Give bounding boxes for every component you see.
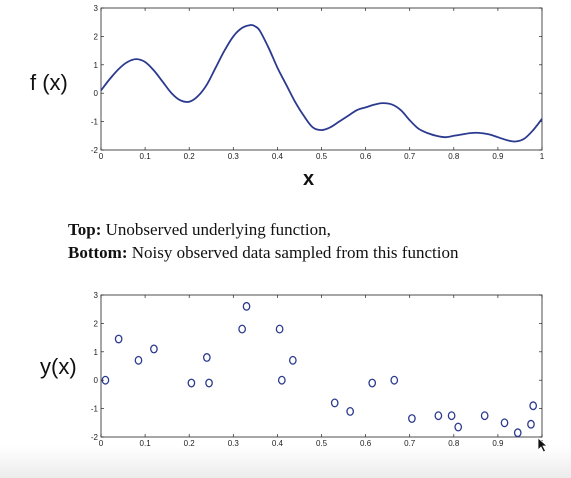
top-chart-y-tick-label: 1	[94, 61, 99, 70]
top-chart-plot-frame	[100, 7, 543, 151]
bottom-chart-data-point	[480, 411, 489, 421]
top-chart-x-tick-label: 0.5	[316, 152, 328, 161]
top-chart-y-tick-label: 0	[94, 89, 99, 98]
caption-line-2: Bottom: Noisy observed data sampled from…	[68, 241, 458, 264]
caption-line-1: Top: Unobserved underlying function,	[68, 218, 458, 241]
bottom-chart-plot-frame	[100, 294, 543, 438]
bottom-chart-y-tick-label: 3	[94, 291, 99, 300]
bottom-chart-data-point	[275, 324, 284, 334]
bottom-chart-x-tick-label: 0.6	[360, 439, 372, 448]
top-chart-x-tick-label: 0.3	[228, 152, 240, 161]
figure-caption: Top: Unobserved underlying function, Bot…	[68, 218, 458, 264]
bottom-chart-data-point	[187, 378, 196, 388]
bottom-chart-data-point	[330, 398, 339, 408]
bottom-chart-y-tick-label: -2	[91, 433, 99, 442]
bottom-chart-data-point	[529, 401, 538, 411]
top-chart-x-tick-label: 0.7	[404, 152, 416, 161]
mouse-pointer-icon	[537, 437, 549, 453]
bottom-chart-y-tick-label: -1	[91, 405, 99, 414]
bottom-chart-x-tick-label: 0.3	[228, 439, 240, 448]
bottom-chart-data-point	[454, 422, 463, 432]
top-chart-x-tick-label: 0.9	[492, 152, 504, 161]
bottom-chart-y-tick-label: 0	[94, 376, 99, 385]
bottom-chart-data-point	[346, 406, 355, 416]
bottom-chart-data-point	[242, 301, 251, 311]
bottom-chart-data-point	[527, 419, 535, 429]
bottom-chart-data-point	[114, 334, 123, 344]
top-chart-x-axis-label: x	[303, 168, 315, 190]
top-chart-y-tick-label: -2	[91, 146, 99, 155]
bottom-chart-data-point	[500, 418, 509, 428]
top-chart-y-tick-label: -1	[91, 118, 99, 127]
bottom-chart-y-axis-label: y(x)	[40, 354, 77, 379]
bottom-chart-data-point	[202, 353, 211, 362]
top-chart-y-tick-label: 3	[94, 4, 99, 13]
bottom-chart-x-tick-label: 0.5	[316, 439, 328, 448]
bottom-chart-y-tick-label: 1	[94, 348, 99, 357]
top-chart-x-tick-label: 0.6	[360, 152, 372, 161]
bottom-chart-data-point	[447, 411, 456, 421]
top-chart-x-tick-label: 0.4	[272, 152, 284, 161]
bottom-chart-y-tick-label: 2	[94, 319, 99, 328]
caption-bottom-label: Bottom:	[68, 243, 128, 262]
top-chart-x-tick-label: 1	[540, 152, 545, 161]
bottom-chart-data-point	[434, 411, 443, 421]
bottom-chart-x-tick-label: 0.2	[184, 439, 196, 448]
bottom-chart-data-point	[390, 375, 399, 385]
bottom-chart-data-point	[288, 355, 297, 365]
bottom-chart-data-point	[150, 344, 158, 354]
top-chart-x-tick-label: 0	[99, 152, 104, 161]
top-chart-y-axis-label: f (x)	[30, 70, 68, 95]
bottom-chart-data-point	[513, 428, 522, 438]
bottom-chart-x-tick-label: 0.4	[272, 439, 284, 448]
top-chart-y-tick-label: 2	[94, 32, 99, 41]
caption-top-label: Top:	[68, 220, 102, 239]
bottom-chart-data-point	[408, 414, 416, 423]
bottom-chart-x-tick-label: 0.1	[140, 439, 152, 448]
screen-bottom-gradient	[0, 446, 571, 478]
bottom-chart-data-point	[205, 378, 213, 388]
top-chart-function-line	[100, 24, 543, 143]
bottom-chart-data-point	[101, 375, 110, 385]
bottom-chart-x-tick-label: 0	[99, 439, 104, 448]
bottom-chart-x-tick-label: 0.8	[448, 439, 460, 448]
top-chart-x-tick-label: 0.8	[448, 152, 460, 161]
top-chart-x-tick-label: 0.2	[184, 152, 196, 161]
bottom-chart-data-point	[277, 375, 286, 385]
top-chart-x-tick-label: 0.1	[140, 152, 152, 161]
bottom-chart-data-point	[368, 378, 377, 388]
bottom-chart-data-point	[134, 355, 143, 365]
caption-top-text: Unobserved underlying function,	[101, 220, 331, 239]
bottom-chart-data-point	[238, 324, 246, 334]
bottom-chart-x-tick-label: 0.9	[492, 439, 504, 448]
bottom-chart-x-tick-label: 0.7	[404, 439, 416, 448]
caption-bottom-text: Noisy observed data sampled from this fu…	[127, 243, 459, 262]
